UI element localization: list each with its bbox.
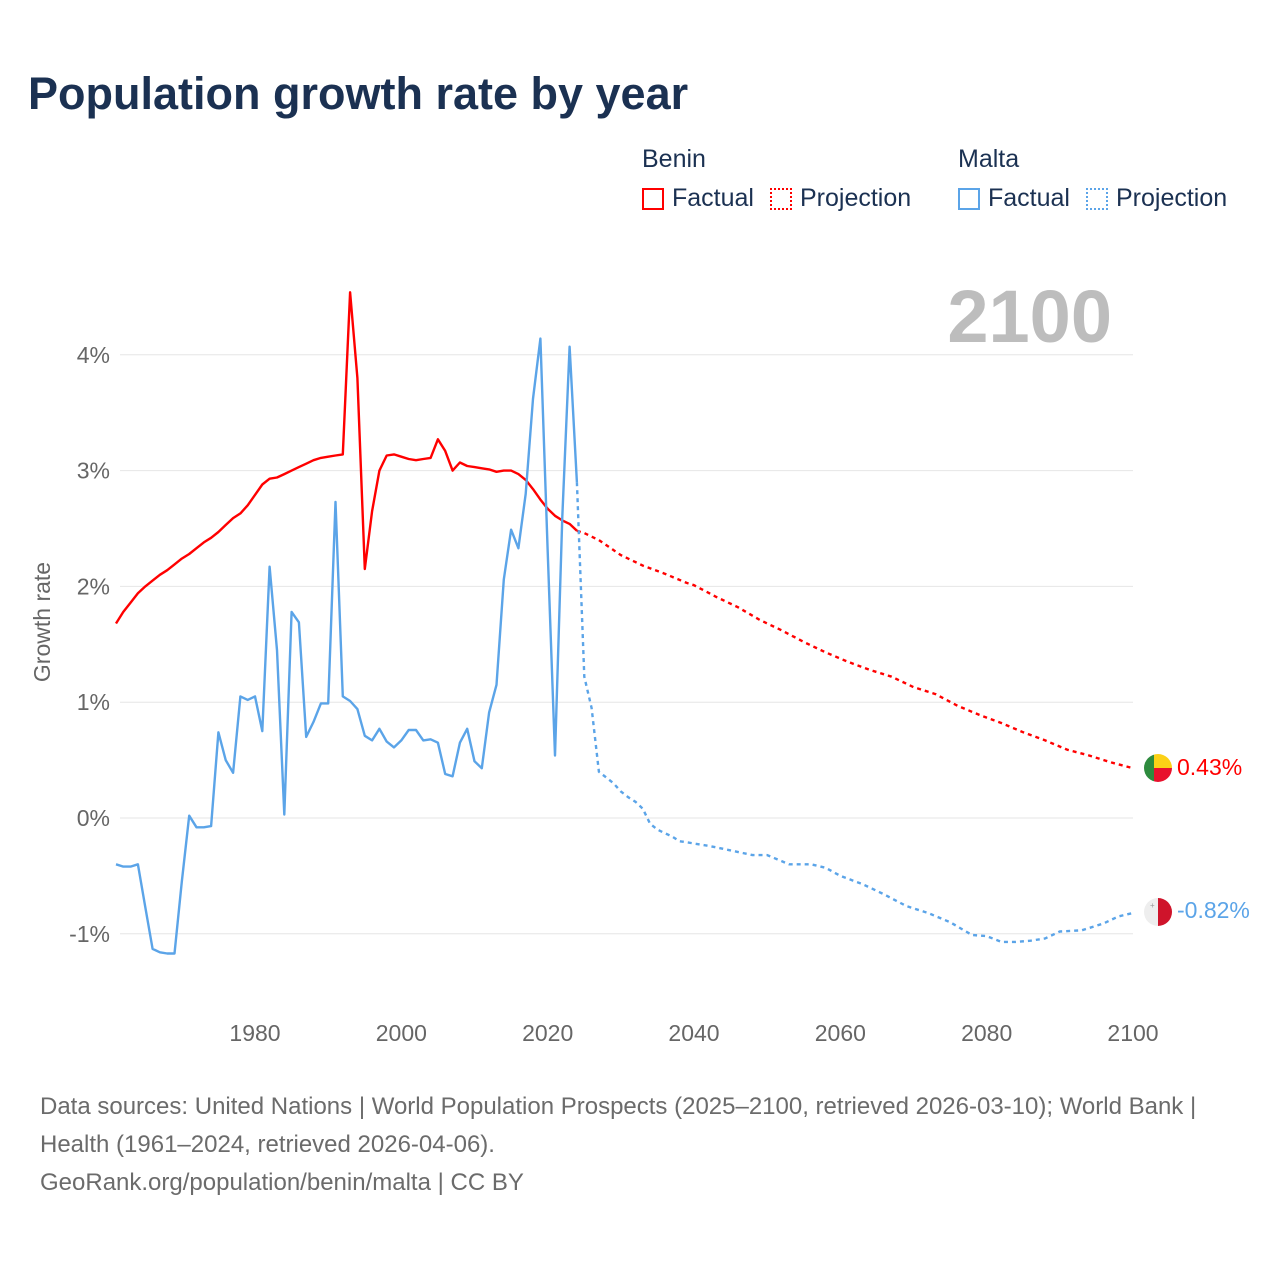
malta-factual-line [115, 337, 579, 955]
legend-country-benin: Benin [642, 145, 706, 173]
legend-country-malta: Malta [958, 145, 1020, 173]
dotted-swatch-icon [769, 187, 792, 210]
legend-label: Projection [1115, 184, 1228, 212]
x-tick-label: 2100 [1107, 1020, 1158, 1046]
x-tick-label: 2020 [522, 1020, 573, 1046]
x-tick-label: 2040 [668, 1020, 719, 1046]
source-line-2: GeoRank.org/population/benin/malta | CC … [40, 1169, 524, 1196]
y-tick-label: -1% [69, 921, 110, 947]
current-year-label: 2100 [947, 275, 1112, 358]
y-tick-label: 1% [77, 689, 110, 715]
legend-malta-projection[interactable]: Projection [1085, 184, 1228, 213]
y-tick-label: 4% [77, 342, 110, 368]
x-tick-label: 2080 [961, 1020, 1012, 1046]
chart-title: Population growth rate by year [28, 68, 689, 119]
solid-swatch-icon [958, 187, 980, 210]
legend-label: Factual [988, 184, 1070, 212]
legend-benin: Benin Factual Projection [642, 145, 927, 213]
benin-end-label: 0.43% [1177, 754, 1242, 780]
malta-flag-icon: + [1144, 898, 1172, 926]
x-tick-label: 1980 [229, 1020, 280, 1046]
source-line-1: Data sources: United Nations | World Pop… [40, 1093, 1197, 1158]
benin-flag-icon [1144, 754, 1172, 782]
y-tick-label: 3% [77, 458, 110, 484]
dotted-swatch-icon [1085, 187, 1108, 210]
y-axis-label: Growth rate [29, 562, 55, 682]
svg-text:+: + [1150, 901, 1155, 910]
legend-malta: Malta Factual Projection [958, 145, 1243, 213]
source-note: Data sources: United Nations | World Pop… [40, 1088, 1240, 1202]
legend-label: Factual [672, 184, 754, 212]
y-tick-label: 0% [77, 805, 110, 831]
malta-projection-line [575, 482, 1134, 944]
x-tick-label: 2000 [376, 1020, 427, 1046]
solid-swatch-icon [642, 187, 664, 210]
legend-malta-factual[interactable]: Factual [958, 184, 1070, 213]
y-tick-label: 2% [77, 573, 110, 599]
x-tick-label: 2060 [815, 1020, 866, 1046]
malta-end-label: -0.82% [1177, 897, 1250, 923]
legend-benin-projection[interactable]: Projection [769, 184, 912, 213]
legend-label: Projection [799, 184, 912, 212]
benin-factual-line [114, 291, 578, 625]
legend-benin-factual[interactable]: Factual [642, 184, 754, 213]
benin-projection-line [576, 529, 1134, 770]
